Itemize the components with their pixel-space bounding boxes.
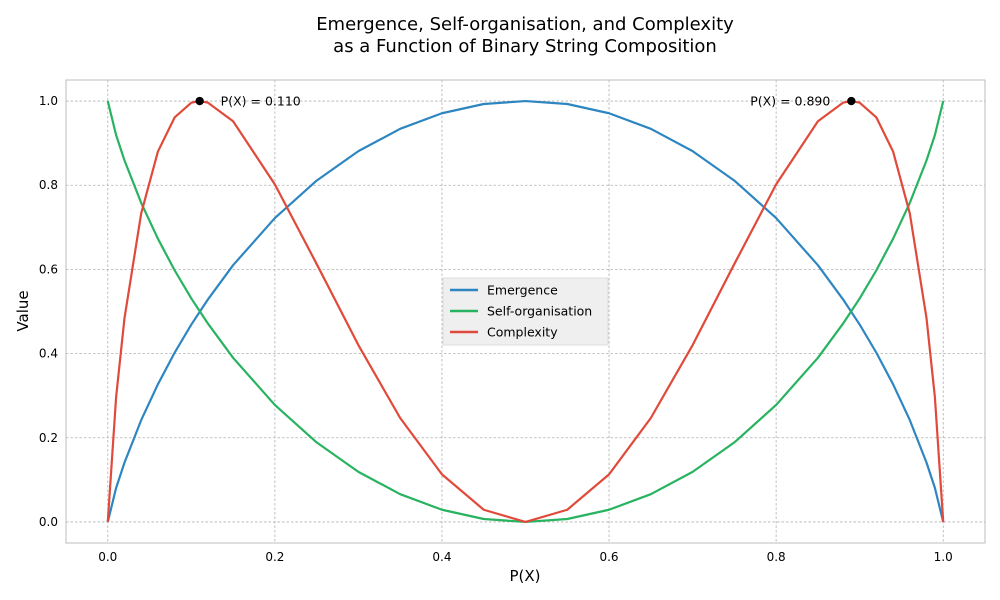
y-tick-label: 0.4 <box>39 347 58 361</box>
x-axis-label: P(X) <box>509 567 540 585</box>
plot-frame <box>65 79 986 544</box>
peak-annotation: P(X) = 0.110 <box>221 94 301 109</box>
x-tick-label: 0.8 <box>767 550 786 564</box>
x-tick-label: 0.6 <box>599 550 618 564</box>
chart-title-line-2: as a Function of Binary String Compositi… <box>333 36 717 57</box>
legend-label-emergence: Emergence <box>487 283 558 298</box>
legend-label-self-organisation: Self-organisation <box>487 304 592 319</box>
series-layer <box>106 99 945 524</box>
ticks: 0.0 0.2 0.4 0.6 0.8 1.0 0.0 0.2 0.4 0.6 0.8 1.0 <box>39 94 953 564</box>
peak-marker <box>847 96 856 106</box>
y-tick-label: 0.0 <box>39 515 58 529</box>
x-tick-label: 1.0 <box>934 550 953 564</box>
y-tick-label: 0.8 <box>39 178 58 192</box>
y-tick-label: 1.0 <box>39 94 58 108</box>
y-axis-label: Value <box>14 290 32 331</box>
y-tick-label: 0.6 <box>39 262 58 276</box>
y-tick-label: 0.2 <box>39 431 58 445</box>
x-tick-label: 0.0 <box>98 550 117 564</box>
series-line-emergence <box>106 99 945 523</box>
peak-annotation: P(X) = 0.890 <box>750 94 830 109</box>
chart-title: Emergence, Self-organisation, and Comple… <box>316 14 734 57</box>
legend-label-complexity: Complexity <box>487 325 558 340</box>
series-line-complexity <box>106 99 945 524</box>
x-tick-label: 0.4 <box>432 550 451 564</box>
annotation-layer: P(X) = 0.110 P(X) = 0.890 <box>195 94 856 109</box>
x-tick-label: 0.2 <box>265 550 284 564</box>
chart-title-line-1: Emergence, Self-organisation, and Comple… <box>316 14 734 35</box>
peak-marker <box>195 96 204 106</box>
legend: Emergence Self-organisation Complexity <box>442 277 609 346</box>
